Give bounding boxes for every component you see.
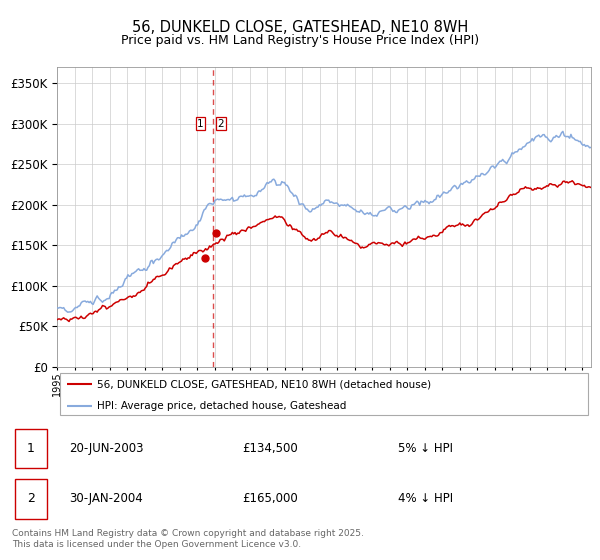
Text: 2: 2 xyxy=(27,492,35,506)
Text: 1: 1 xyxy=(27,442,35,455)
FancyBboxPatch shape xyxy=(15,479,47,519)
Text: Price paid vs. HM Land Registry's House Price Index (HPI): Price paid vs. HM Land Registry's House … xyxy=(121,34,479,46)
Text: 4% ↓ HPI: 4% ↓ HPI xyxy=(398,492,453,506)
FancyBboxPatch shape xyxy=(59,373,589,416)
Text: Contains HM Land Registry data © Crown copyright and database right 2025.
This d: Contains HM Land Registry data © Crown c… xyxy=(12,529,364,549)
Text: 5% ↓ HPI: 5% ↓ HPI xyxy=(398,442,453,455)
Text: £134,500: £134,500 xyxy=(242,442,298,455)
Text: 20-JUN-2003: 20-JUN-2003 xyxy=(70,442,144,455)
Text: £165,000: £165,000 xyxy=(242,492,298,506)
Text: HPI: Average price, detached house, Gateshead: HPI: Average price, detached house, Gate… xyxy=(97,401,346,410)
Text: 2: 2 xyxy=(217,119,224,129)
Text: 30-JAN-2004: 30-JAN-2004 xyxy=(70,492,143,506)
Text: 1: 1 xyxy=(197,119,204,129)
FancyBboxPatch shape xyxy=(15,429,47,468)
Text: 56, DUNKELD CLOSE, GATESHEAD, NE10 8WH (detached house): 56, DUNKELD CLOSE, GATESHEAD, NE10 8WH (… xyxy=(97,379,431,389)
Text: 56, DUNKELD CLOSE, GATESHEAD, NE10 8WH: 56, DUNKELD CLOSE, GATESHEAD, NE10 8WH xyxy=(132,20,468,35)
